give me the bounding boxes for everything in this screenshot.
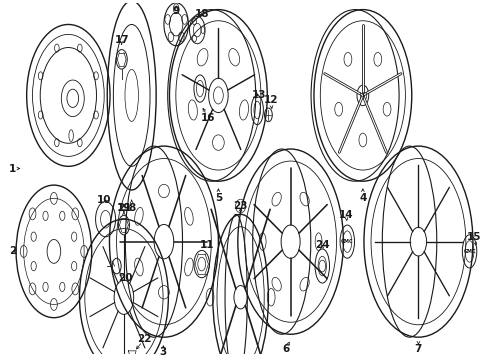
Text: 6: 6 — [282, 344, 289, 354]
Text: 21: 21 — [117, 203, 131, 212]
Text: 18: 18 — [194, 9, 208, 19]
Text: 4: 4 — [359, 193, 366, 203]
Text: 9: 9 — [172, 5, 180, 15]
Text: 22: 22 — [137, 334, 151, 344]
Text: 10: 10 — [97, 195, 111, 205]
Text: 11: 11 — [200, 239, 214, 249]
Text: 16: 16 — [201, 113, 215, 123]
Text: 12: 12 — [263, 95, 277, 105]
Text: 17: 17 — [114, 35, 129, 45]
Text: GMC: GMC — [462, 249, 475, 254]
Text: 5: 5 — [214, 193, 222, 203]
Text: 7: 7 — [414, 344, 421, 354]
Text: 20: 20 — [118, 273, 132, 283]
Text: 14: 14 — [338, 210, 353, 220]
Text: 2: 2 — [9, 246, 17, 256]
Text: 24: 24 — [314, 239, 329, 249]
Text: GMC: GMC — [340, 239, 353, 244]
Text: 19: 19 — [117, 203, 131, 212]
Text: 3: 3 — [159, 347, 166, 357]
Text: 15: 15 — [466, 232, 480, 242]
Text: 8: 8 — [128, 203, 135, 212]
Text: 1: 1 — [9, 163, 17, 174]
Text: 13: 13 — [252, 90, 266, 100]
Text: 23: 23 — [233, 201, 247, 211]
